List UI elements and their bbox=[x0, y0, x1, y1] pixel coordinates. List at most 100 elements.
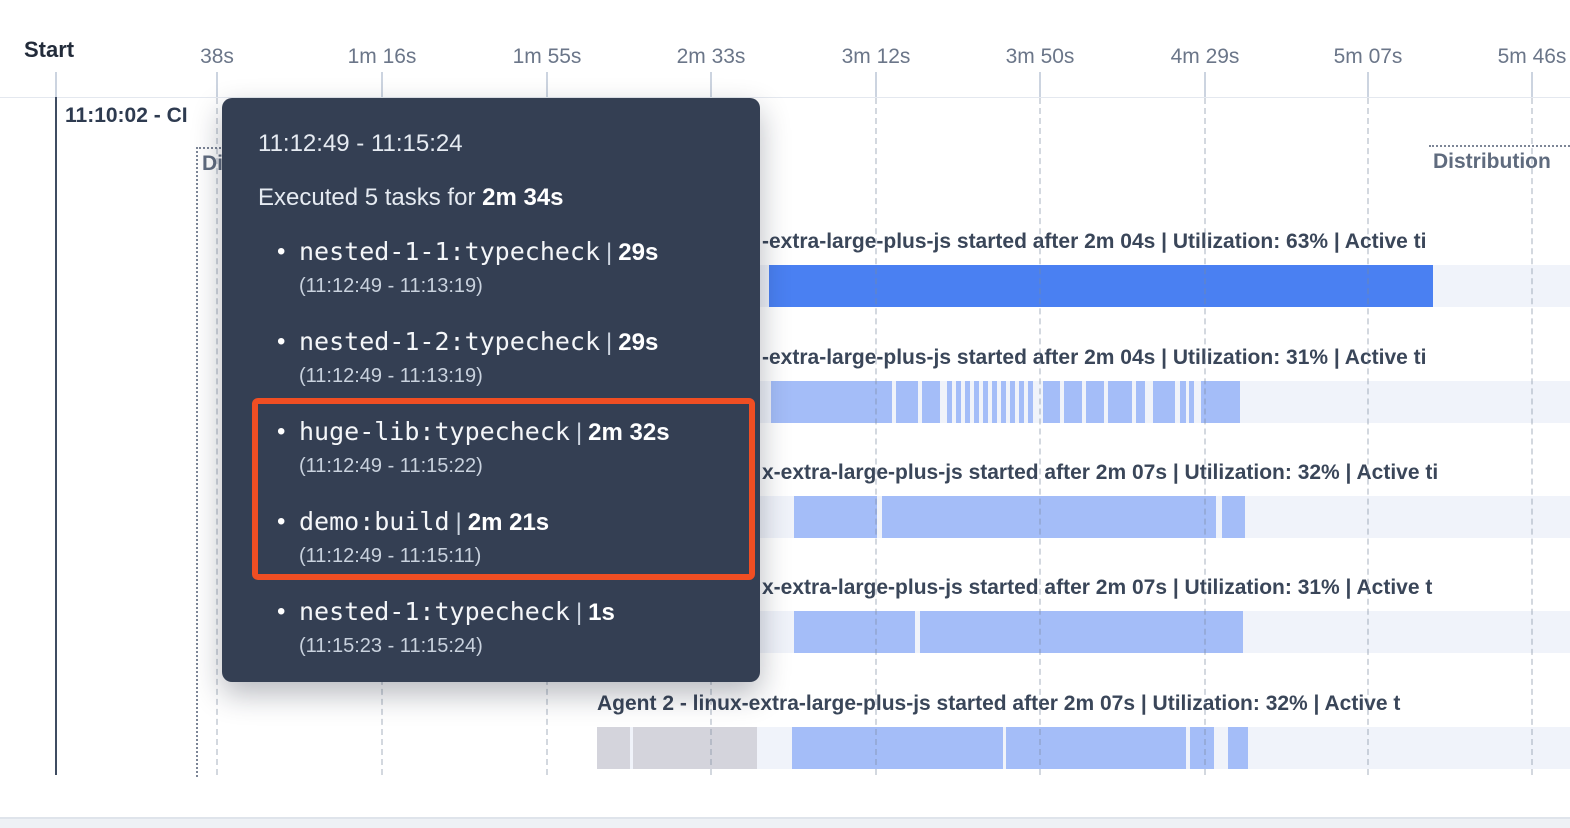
axis-tick-label: 1m 16s bbox=[347, 45, 417, 68]
pipe-separator: | bbox=[455, 509, 462, 536]
agent-task-bar[interactable] bbox=[1180, 381, 1186, 423]
agent-task-bar[interactable] bbox=[794, 496, 877, 538]
axis-tick-label: 5m 46s bbox=[1497, 45, 1567, 68]
time-gridline bbox=[1367, 98, 1369, 775]
agent-task-bar[interactable] bbox=[1222, 496, 1245, 538]
task-name: demo:build bbox=[299, 507, 450, 536]
axis-tick-label: 38s bbox=[200, 45, 234, 68]
agent-task-bar[interactable] bbox=[922, 381, 940, 423]
agent-task-bar[interactable] bbox=[1043, 381, 1060, 423]
agent-task-bar[interactable] bbox=[974, 381, 979, 423]
axis-tick-label: 1m 55s bbox=[512, 45, 582, 68]
distribution-right-label: Distribution bbox=[1433, 150, 1551, 173]
agent-task-bar[interactable] bbox=[983, 381, 988, 423]
distribution-region-right: Distribution bbox=[1429, 145, 1570, 207]
agent-task-bar[interactable] bbox=[1006, 727, 1186, 769]
axis-tick-label: 2m 33s bbox=[676, 45, 746, 68]
chart-left-border bbox=[55, 97, 57, 775]
axis-tick-mark bbox=[1531, 72, 1533, 97]
agent-task-bar[interactable] bbox=[1001, 381, 1006, 423]
time-gridline bbox=[1531, 98, 1533, 775]
tooltip-summary-prefix: Executed 5 tasks for bbox=[258, 184, 476, 211]
task-time-range: (11:15:23 - 11:15:24) bbox=[299, 635, 483, 657]
agent-task-bar[interactable] bbox=[1228, 727, 1248, 769]
agent-task-bar[interactable] bbox=[794, 611, 915, 653]
tooltip-summary: Executed 5 tasks for 2m 34s bbox=[258, 184, 724, 212]
tooltip-task-item: • nested-1:typecheck | 1s (11:15:23 - 11:15:… bbox=[277, 597, 736, 658]
task-time-range: (11:12:49 - 11:15:11) bbox=[299, 545, 482, 567]
agent-task-bar[interactable] bbox=[956, 381, 961, 423]
agent-task-bar[interactable] bbox=[992, 381, 997, 423]
agent-task-bar[interactable] bbox=[965, 381, 970, 423]
agent-task-bar[interactable] bbox=[633, 727, 757, 769]
tooltip-task-item: • demo:build | 2m 21s (11:12:49 - 11:15:11) bbox=[277, 507, 736, 568]
bullet-icon: • bbox=[277, 238, 286, 265]
task-name: nested-1:typecheck bbox=[299, 597, 570, 626]
agent-task-bar[interactable] bbox=[771, 381, 892, 423]
task-duration: 29s bbox=[618, 329, 659, 356]
agent-task-bar[interactable] bbox=[1189, 381, 1194, 423]
task-name-line: nested-1-2:typecheck | 29s bbox=[299, 327, 658, 358]
distribution-left-label: Di bbox=[202, 152, 223, 175]
agent-task-bar[interactable] bbox=[1028, 381, 1033, 423]
axis-tick-label: 3m 50s bbox=[1005, 45, 1075, 68]
task-name: huge-lib:typecheck bbox=[299, 417, 570, 446]
axis-tick-mark bbox=[710, 72, 712, 97]
task-name-line: huge-lib:typecheck | 2m 32s bbox=[299, 417, 670, 448]
run-title: 11:10:02 - CI bbox=[65, 104, 188, 127]
tooltip-time-range: 11:12:49 - 11:15:24 bbox=[258, 130, 463, 157]
agent-task-bar[interactable] bbox=[597, 727, 630, 769]
agent-task-bar[interactable] bbox=[1064, 381, 1082, 423]
axis-tick-mark bbox=[216, 72, 218, 97]
axis-baseline bbox=[0, 97, 1570, 98]
pipe-separator: | bbox=[606, 239, 613, 266]
tooltip-task-item: • nested-1-1:typecheck | 29s (11:12:49 - 11:… bbox=[277, 237, 736, 298]
tooltip-task-item: • huge-lib:typecheck | 2m 32s (11:12:49 - 11… bbox=[277, 417, 736, 478]
task-time-range: (11:12:49 - 11:13:19) bbox=[299, 275, 483, 297]
agent-row-label: Agent 2 - linux-extra-large-plus-js star… bbox=[597, 692, 1401, 715]
agent-task-bar[interactable] bbox=[1136, 381, 1145, 423]
agent-task-bar[interactable] bbox=[882, 496, 1216, 538]
task-duration: 1s bbox=[588, 599, 615, 626]
task-lines: huge-lib:typecheck | 2m 32s (11:12:49 - 11:… bbox=[299, 417, 670, 478]
task-lines: nested-1-2:typecheck | 29s (11:12:49 - 11:1… bbox=[299, 327, 658, 388]
agent-task-bar[interactable] bbox=[1010, 381, 1015, 423]
tooltip-task-item: • nested-1-2:typecheck | 29s (11:12:49 - 11:… bbox=[277, 327, 736, 388]
agent-task-bar[interactable] bbox=[1153, 381, 1175, 423]
tooltip-summary-duration: 2m 34s bbox=[482, 184, 564, 211]
agent-tasks-tooltip: 11:12:49 - 11:15:24 Executed 5 tasks for… bbox=[222, 98, 760, 682]
agent-task-bar[interactable] bbox=[1019, 381, 1024, 423]
task-name: nested-1-1:typecheck bbox=[299, 237, 601, 266]
agent-task-bar[interactable] bbox=[920, 611, 1243, 653]
axis-tick-mark bbox=[1367, 72, 1369, 97]
agent-task-bar[interactable] bbox=[896, 381, 918, 423]
axis-tick-mark bbox=[875, 72, 877, 97]
axis-tick-mark bbox=[546, 72, 548, 97]
axis-tick-mark bbox=[381, 72, 383, 97]
task-time-range: (11:12:49 - 11:13:19) bbox=[299, 365, 483, 387]
agent-task-bar[interactable] bbox=[769, 265, 1433, 307]
axis-tick-label: 4m 29s bbox=[1170, 45, 1240, 68]
axis-tick-mark bbox=[1039, 72, 1041, 97]
pipe-separator: | bbox=[606, 329, 613, 356]
agent-task-bar[interactable] bbox=[792, 727, 1003, 769]
bullet-icon: • bbox=[277, 418, 286, 445]
pipe-separator: | bbox=[575, 419, 583, 446]
task-lines: nested-1-1:typecheck | 29s (11:12:49 - 11:1… bbox=[299, 237, 658, 298]
agent-task-bar[interactable] bbox=[1201, 381, 1240, 423]
agent-row-label: x-extra-large-plus-js started after 2m 0… bbox=[762, 576, 1433, 599]
agent-task-bar[interactable] bbox=[1086, 381, 1104, 423]
agent-row-label: -extra-large-plus-js started after 2m 04… bbox=[762, 230, 1427, 253]
agent-task-bar[interactable] bbox=[1108, 381, 1132, 423]
task-duration: 29s bbox=[618, 239, 659, 266]
time-gridline bbox=[1204, 98, 1206, 775]
bottom-divider bbox=[0, 817, 1570, 828]
agent-task-bar[interactable] bbox=[947, 381, 952, 423]
bullet-icon: • bbox=[277, 328, 286, 355]
bullet-icon: • bbox=[277, 598, 286, 625]
agent-task-bar[interactable] bbox=[1190, 727, 1214, 769]
task-name-line: demo:build | 2m 21s bbox=[299, 507, 549, 538]
bullet-icon: • bbox=[277, 508, 286, 535]
time-gridline bbox=[216, 98, 218, 775]
